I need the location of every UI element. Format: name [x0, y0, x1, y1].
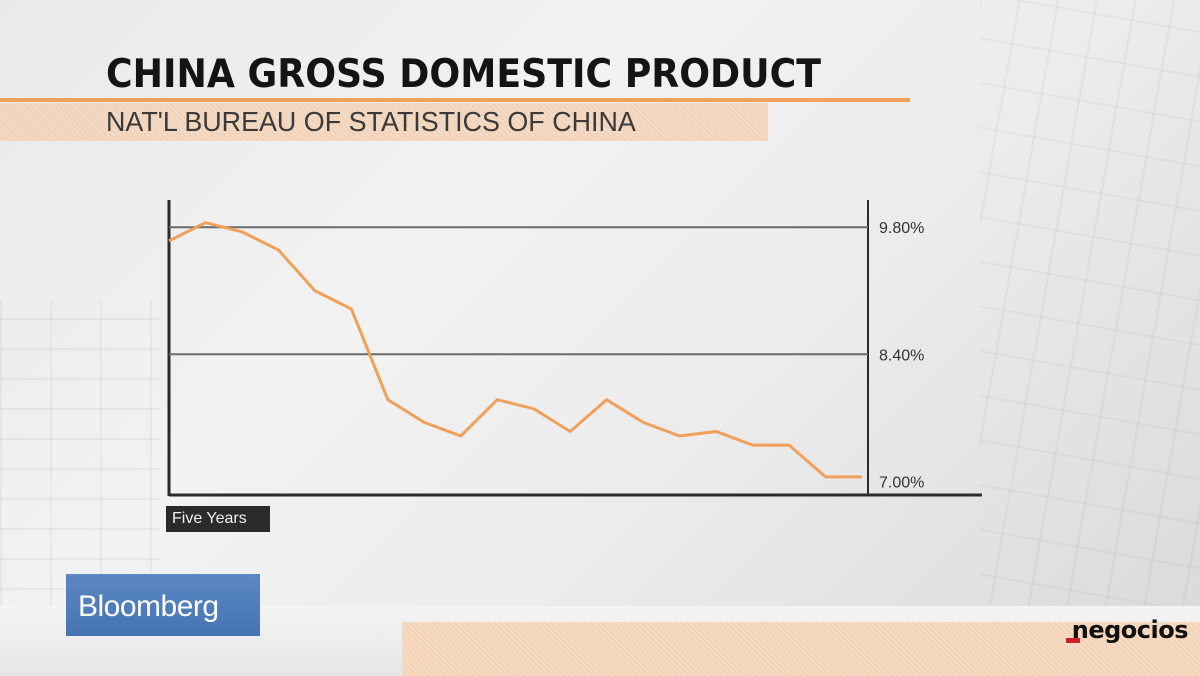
y-tick-label: 9.80% [879, 220, 924, 237]
y-tick-label: 7.00% [879, 474, 924, 491]
subtitle-band [0, 103, 768, 141]
lower-third-accent [402, 622, 1200, 676]
background-facade [980, 0, 1200, 620]
chart-title: CHINA GROSS DOMESTIC PRODUCT [106, 52, 821, 97]
bloomberg-logo-box [66, 574, 260, 636]
chart-subtitle: NAT'L BUREAU OF STATISTICS OF CHINA [106, 106, 636, 137]
logo-accent-bar [1066, 638, 1080, 643]
period-label: Five Years [166, 506, 270, 532]
y-tick-label: 8.40% [879, 347, 924, 364]
negocios-logo: negocios [1071, 616, 1189, 644]
title-underline [0, 98, 910, 102]
background-building [0, 300, 160, 620]
gdp-series-line [168, 221, 862, 479]
bloomberg-logo: Bloomberg [78, 590, 219, 623]
